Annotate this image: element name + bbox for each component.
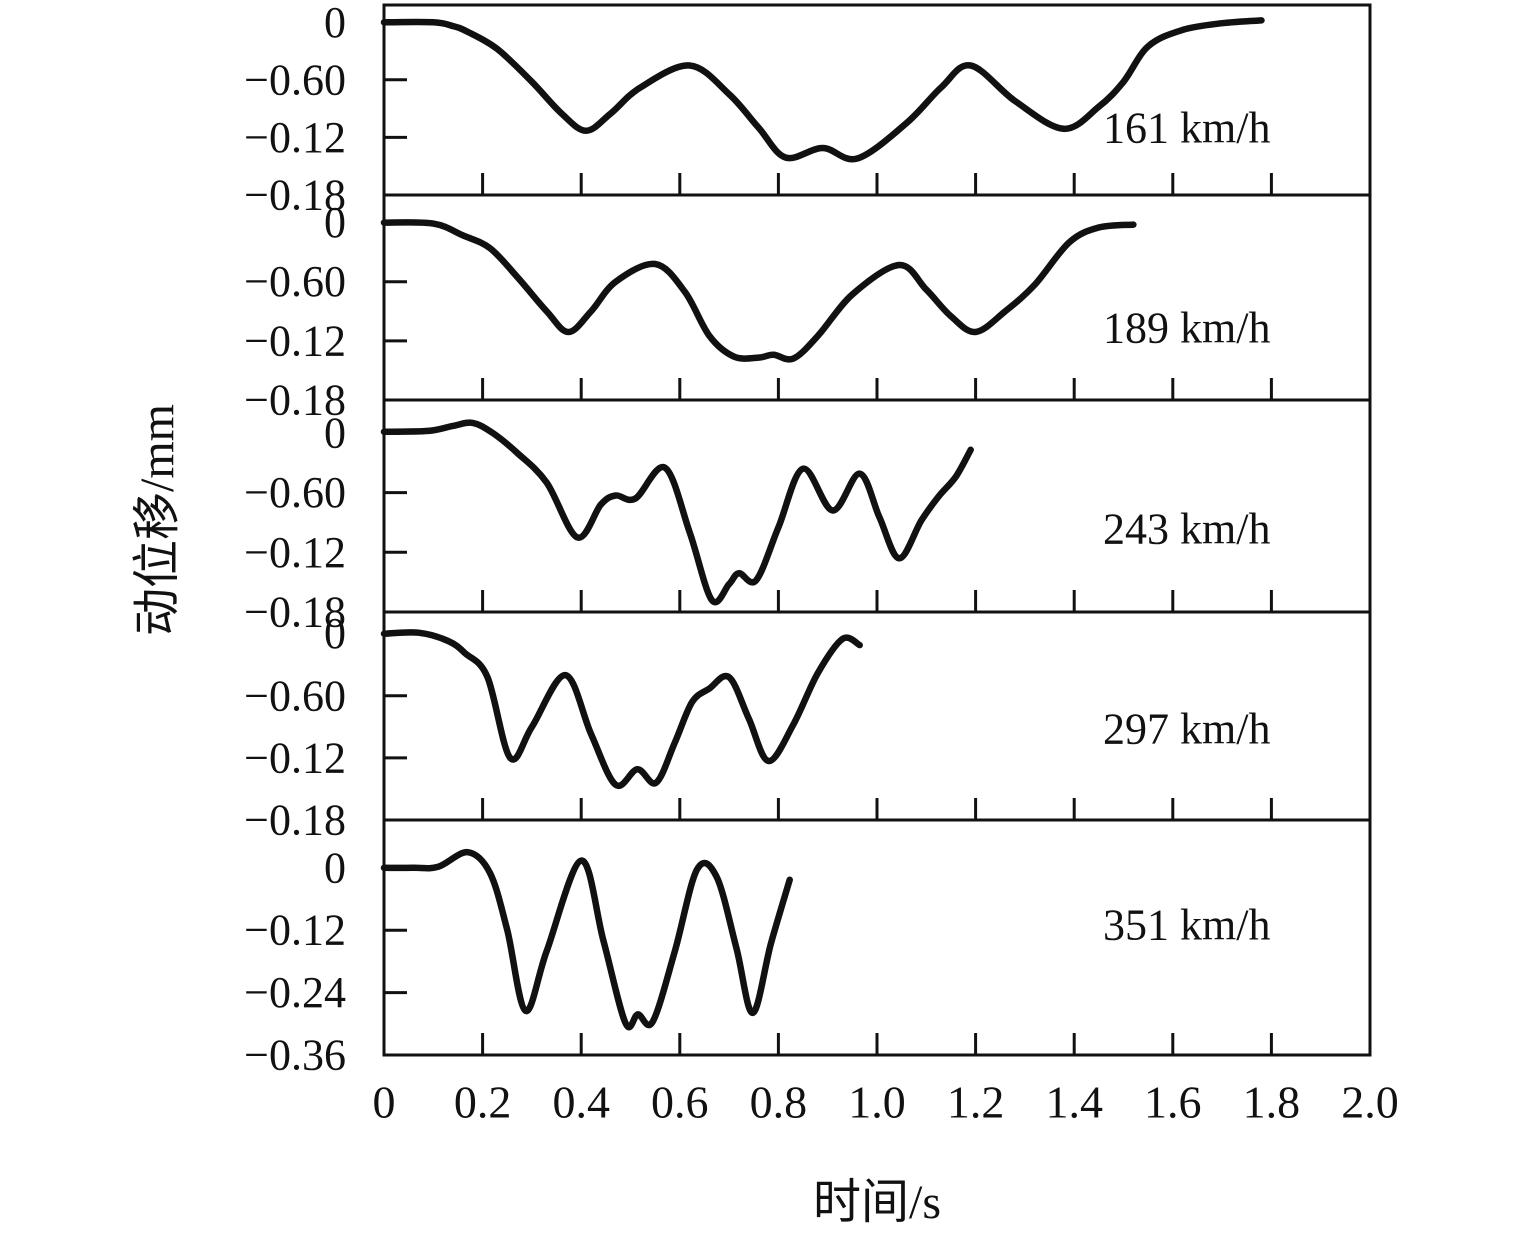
x-tick-label: 0.8 xyxy=(750,1077,808,1128)
y-tick-label: 0 xyxy=(324,198,346,247)
panel-borders xyxy=(382,3,1372,1057)
x-tick-label: 1.2 xyxy=(947,1077,1005,1128)
panel-297-kmh: 0 −0.60 −0.12 −0.18 xyxy=(244,609,1372,845)
y-tick-label: −0.60 xyxy=(244,257,346,306)
x-axis-title: 时间/s xyxy=(812,1176,942,1229)
y-tick-label: −0.18 xyxy=(244,171,346,220)
speed-label-243: 243 km/h xyxy=(1103,504,1271,554)
speed-label-189: 189 km/h xyxy=(1103,303,1271,353)
x-axis-tick-labels: 0 0.2 0.4 0.6 0.8 1.0 1.2 1.4 1.6 1.8 2.0 xyxy=(373,1077,1399,1128)
x-tick-label: 0.2 xyxy=(454,1077,512,1128)
x-tick-label: 0.6 xyxy=(651,1077,709,1128)
x-tick-label: 1.8 xyxy=(1243,1077,1301,1128)
panel-351-kmh: 0 −0.12 −0.24 −0.36 xyxy=(244,843,1372,1080)
y-tick-label: 0 xyxy=(324,609,346,658)
y-tick-label: −0.12 xyxy=(244,528,346,577)
x-tick-label: 0.4 xyxy=(552,1077,610,1128)
y-tick-label: −0.18 xyxy=(244,376,346,425)
x-tick-label: 0 xyxy=(373,1077,396,1128)
y-tick-label: −0.12 xyxy=(244,733,346,782)
y-tick-label: 0 xyxy=(324,408,346,457)
panel-243-kmh: 0 −0.60 −0.12 −0.18 xyxy=(244,408,1372,637)
x-tick-label: 2.0 xyxy=(1341,1077,1399,1128)
speed-label-161: 161 km/h xyxy=(1103,103,1271,153)
curve-161-kmh xyxy=(380,17,1265,163)
y-tick-label: −0.60 xyxy=(244,468,346,517)
y-axis-title: 动位移/mm xyxy=(131,403,184,637)
curve-351-kmh xyxy=(380,848,793,1031)
y-tick-label: −0.24 xyxy=(244,968,346,1017)
x-tick-label: 1.6 xyxy=(1144,1077,1202,1128)
curve-189-kmh xyxy=(380,219,1137,363)
y-tick-label: −0.18 xyxy=(244,796,346,845)
y-tick-label: −0.12 xyxy=(244,316,346,365)
speed-label-351: 351 km/h xyxy=(1103,900,1271,950)
y-tick-label: 0 xyxy=(324,843,346,892)
y-tick-label: −0.60 xyxy=(244,671,346,720)
curve-297-kmh xyxy=(380,629,863,790)
x-tick-label: 1.0 xyxy=(848,1077,906,1128)
x-tick-label: 1.4 xyxy=(1045,1077,1103,1128)
y-tick-label: −0.18 xyxy=(244,588,346,637)
y-tick-label: −0.36 xyxy=(244,1031,346,1080)
panel-189-kmh: 0 −0.60 −0.12 −0.18 xyxy=(244,198,1372,425)
curve-243-kmh xyxy=(380,419,974,606)
y-tick-label: 0 xyxy=(324,0,346,47)
y-tick-label: −0.12 xyxy=(244,906,346,955)
speed-label-297: 297 km/h xyxy=(1103,704,1271,754)
panel-161-kmh: 0 −0.60 −0.12 −0.18 xyxy=(244,0,1372,220)
y-tick-label: −0.60 xyxy=(244,55,346,104)
y-tick-label: −0.12 xyxy=(244,113,346,162)
